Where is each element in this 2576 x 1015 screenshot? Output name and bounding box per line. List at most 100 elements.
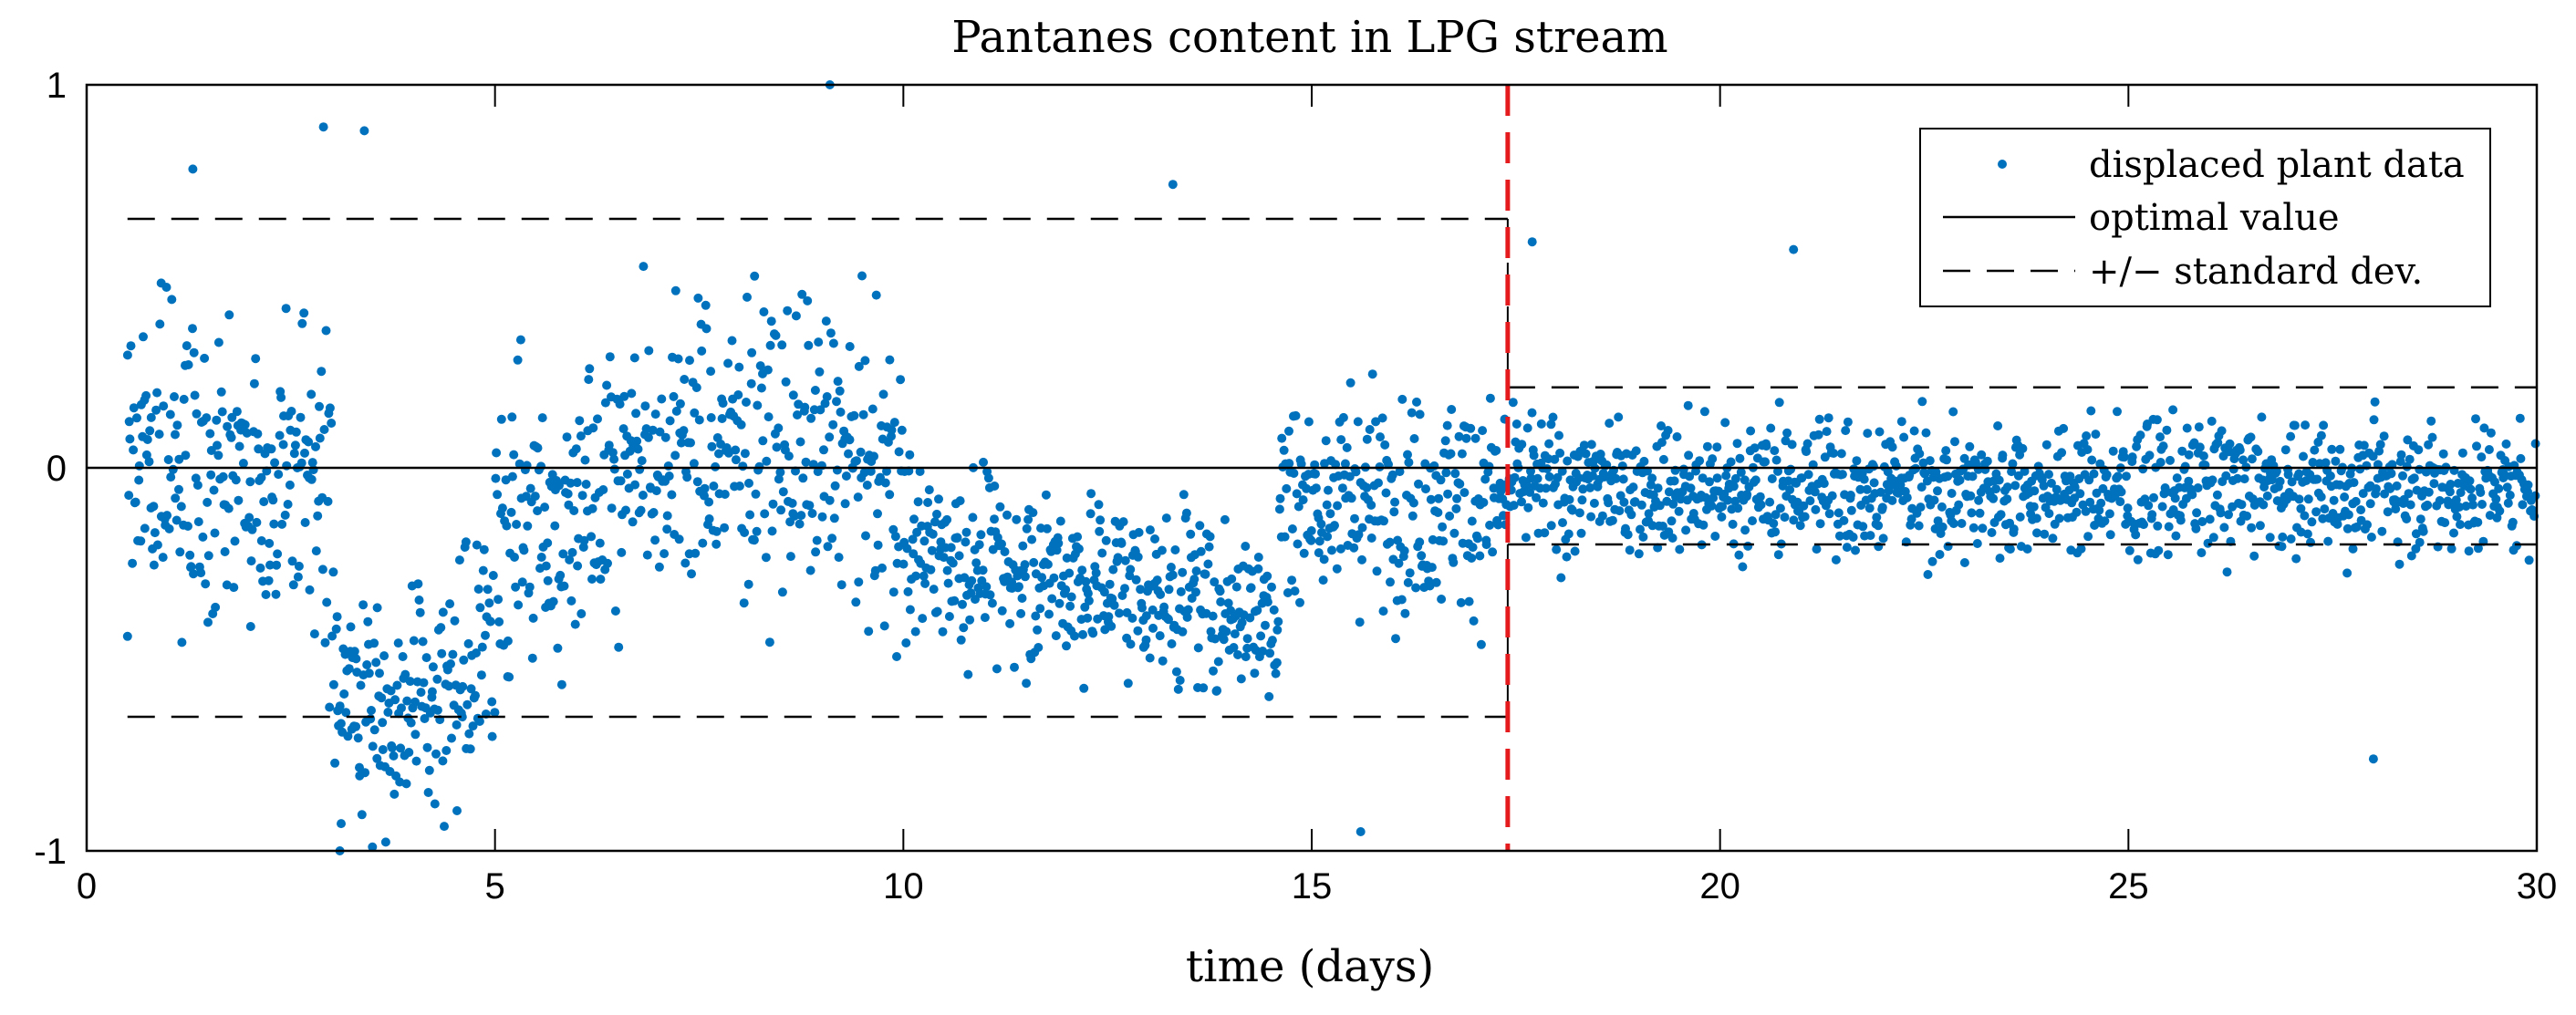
data-point [990,482,1000,491]
data-point [609,454,619,464]
data-point [325,702,335,712]
data-point [815,367,825,377]
data-point [476,670,486,680]
data-point [2452,512,2462,522]
data-point [1720,418,1730,428]
data-point [840,499,850,509]
data-point [2368,754,2378,764]
data-point [867,404,878,414]
data-point [2054,513,2064,523]
data-point [1707,501,1717,511]
data-point [1054,598,1065,608]
data-point [2325,471,2335,481]
data-point [1755,492,1765,502]
data-point [220,547,230,556]
data-point [1595,450,1605,459]
data-point [1273,616,1283,627]
data-point [205,429,215,439]
data-point [2456,520,2465,530]
data-point [1532,473,1542,483]
data-point [2216,508,2226,518]
data-point [1664,487,1674,497]
data-point [1522,423,1532,433]
data-point [2392,481,2402,491]
x-tick-label: 25 [2108,866,2149,906]
data-point [122,350,132,360]
data-point [468,721,478,731]
data-point [1062,641,1071,651]
data-point [2375,440,2385,450]
data-point [905,605,915,615]
data-point [1493,520,1503,530]
data-point [1769,519,1779,528]
data-point [2022,544,2032,554]
data-point [1404,458,1414,467]
data-point [1397,394,1407,404]
data-point [1966,491,1976,501]
data-point [1353,417,1363,427]
data-point [479,544,489,554]
data-point [1819,479,1829,489]
data-point [830,481,840,491]
data-point [430,799,440,809]
data-point [323,496,333,506]
data-point [772,442,782,452]
data-point [1065,601,1075,611]
data-point [2094,505,2104,515]
data-point [812,535,822,545]
data-point [2182,423,2192,433]
data-point [1237,617,1247,627]
data-point [1141,635,1151,645]
data-point [415,607,425,617]
data-point [1002,510,1012,520]
data-point [1478,426,1488,436]
data-point [763,412,774,422]
data-point [806,413,816,423]
reference-lines [87,85,2537,851]
data-point [2268,475,2278,485]
data-point [578,543,588,552]
data-point [939,553,949,563]
data-point [1097,548,1107,558]
data-point [1439,536,1449,546]
data-point [1441,468,1451,478]
data-point [463,638,473,648]
data-point [752,526,762,536]
data-point [2365,499,2375,509]
data-point [588,423,598,433]
data-point [785,552,795,562]
data-point [1685,471,1695,482]
data-point [201,579,211,589]
data-point [2391,504,2401,514]
data-point [892,652,901,661]
data-point [2461,502,2471,511]
data-point [771,330,781,340]
data-point [1636,524,1645,534]
data-point [1915,449,1925,459]
data-point [2414,445,2424,455]
data-point [1738,562,1748,572]
data-point [633,444,643,454]
data-point [1450,469,1460,479]
data-point [483,585,493,595]
data-point [448,649,458,659]
data-point [644,346,654,356]
data-point [362,660,372,669]
data-point [2530,491,2540,501]
data-point [1811,504,1821,514]
data-point [909,549,919,559]
data-point [1012,514,1022,524]
data-point [2402,514,2412,523]
data-point [286,407,296,416]
data-point [2015,512,2025,522]
data-point [777,340,787,350]
data-point [1845,491,1855,500]
data-point [1896,417,1906,427]
data-point [2306,537,2315,547]
data-point [398,652,408,661]
data-point [966,588,976,598]
data-point [1362,434,1372,444]
data-point [1683,400,1693,410]
data-point [1372,566,1382,576]
data-point [2030,486,2040,496]
